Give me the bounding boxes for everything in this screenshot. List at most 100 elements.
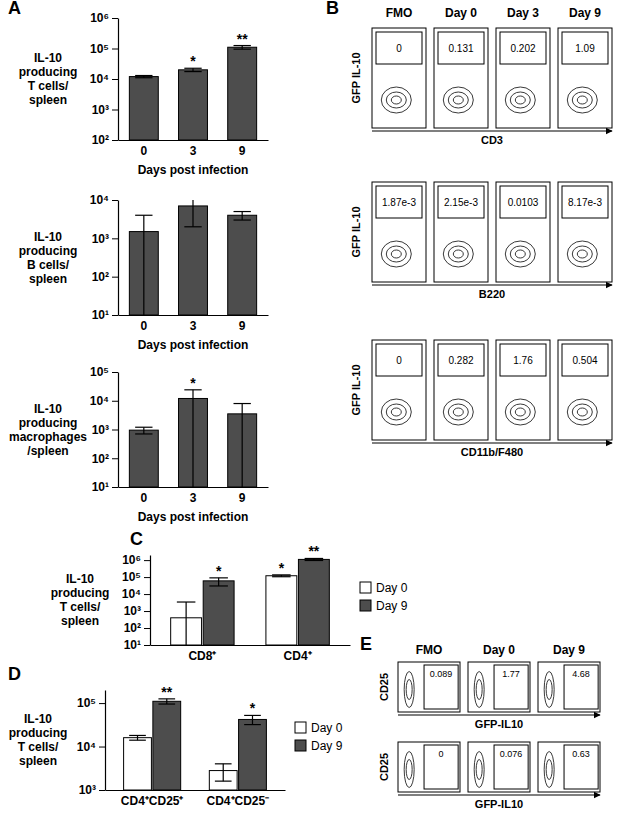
flow-plot: 2.15e-3 bbox=[434, 182, 488, 282]
flow-plot: 0 bbox=[398, 742, 460, 792]
gate-value: 0.0103 bbox=[508, 197, 539, 208]
error-cap bbox=[177, 601, 196, 602]
flow-plot: 0.202 bbox=[496, 28, 550, 128]
y-axis-title: producing bbox=[19, 416, 78, 430]
error-bar bbox=[215, 764, 232, 781]
axis-arrow bbox=[372, 284, 612, 285]
tick-mark bbox=[112, 79, 118, 80]
error-bar bbox=[135, 76, 152, 78]
tick-mark bbox=[144, 577, 150, 578]
y-tick: 10³ bbox=[92, 232, 118, 246]
x-tick: 0 bbox=[140, 140, 147, 158]
plot-area bbox=[171, 558, 330, 645]
contour bbox=[443, 87, 473, 113]
plot-frame bbox=[434, 28, 488, 128]
contour bbox=[386, 92, 406, 108]
tick-label: 3 bbox=[190, 319, 197, 333]
y-tick: 10⁵ bbox=[90, 365, 118, 379]
gate bbox=[500, 32, 546, 64]
y-tick: 10² bbox=[92, 133, 118, 147]
flow-plot: 1.77 bbox=[468, 662, 530, 712]
contour bbox=[567, 241, 597, 267]
error-stem bbox=[137, 735, 138, 740]
column-header: FMO bbox=[416, 643, 443, 657]
contour bbox=[544, 672, 554, 708]
flow-panel: FMODay 0Day 3Day 900.1310.2021.09GFP IL-… bbox=[350, 6, 612, 458]
tick-mark bbox=[112, 18, 118, 19]
contour bbox=[386, 404, 406, 420]
tick-label: 10⁴ bbox=[90, 72, 109, 86]
plot-frame bbox=[398, 662, 460, 712]
x-axis-title: B220 bbox=[479, 288, 505, 300]
error-stem bbox=[192, 390, 193, 487]
tick-label: CD8⁺ bbox=[188, 649, 216, 663]
y-tick: 10³ bbox=[92, 423, 118, 437]
plot-frame bbox=[398, 742, 460, 792]
x-axis-title: CD11b/F480 bbox=[461, 446, 523, 458]
y-tick: 10² bbox=[92, 452, 118, 466]
y-axis-title: /spleen bbox=[27, 444, 68, 458]
y-tick: 10¹ bbox=[124, 638, 150, 652]
error-cap bbox=[184, 71, 201, 72]
legend-label: Day 0 bbox=[376, 581, 408, 595]
y-tick: 10⁴ bbox=[90, 72, 118, 86]
y-axis: 10²10³10⁴10⁵10⁶ bbox=[90, 11, 119, 147]
contour bbox=[510, 92, 530, 108]
tick-label: 10² bbox=[92, 133, 109, 147]
legend-swatch bbox=[295, 740, 306, 751]
tick-label: 10² bbox=[92, 452, 109, 466]
legend: Day 0Day 9 bbox=[295, 721, 343, 753]
y-axis-title: GFP IL-10 bbox=[350, 52, 362, 103]
tick-label: 3 bbox=[190, 144, 197, 158]
x-tick: 3 bbox=[190, 315, 197, 333]
contour bbox=[453, 408, 463, 416]
y-axis-title: IL-10 bbox=[34, 402, 62, 416]
figure: ***10²10³10⁴10⁵10⁶039IL-10producingT cel… bbox=[0, 0, 621, 815]
tick-label: CD4⁺CD25⁻ bbox=[207, 794, 270, 808]
error-stem bbox=[242, 404, 243, 487]
gate-value: 0.076 bbox=[500, 749, 523, 759]
column-header: Day 0 bbox=[445, 6, 477, 20]
tick-label: 10⁴ bbox=[122, 587, 141, 601]
y-axis-title: IL-10 bbox=[66, 572, 94, 586]
tick-label: 10⁴ bbox=[90, 394, 109, 408]
error-bar bbox=[135, 215, 152, 315]
y-tick: 10³ bbox=[124, 604, 150, 618]
gate-value: 1.87e-3 bbox=[382, 197, 416, 208]
plot-frame bbox=[468, 662, 530, 712]
gate-value: 0.131 bbox=[448, 43, 473, 54]
error-cap bbox=[272, 576, 291, 577]
error-cap bbox=[305, 560, 324, 561]
y-axis-title: T cells/ bbox=[60, 600, 101, 614]
plot-frame bbox=[496, 182, 550, 282]
flow-plot: 0.076 bbox=[468, 742, 530, 792]
contour bbox=[381, 241, 411, 267]
contour bbox=[474, 752, 484, 788]
error-cap bbox=[234, 403, 251, 404]
contour bbox=[546, 760, 552, 780]
y-tick: 10⁶ bbox=[90, 11, 118, 25]
x-axis: 039 bbox=[119, 487, 269, 505]
x-axis: 039 bbox=[119, 315, 269, 333]
chart: ****10¹10²10³10⁴10⁵10⁶CD8⁺CD4⁺IL-10produ… bbox=[51, 543, 408, 665]
significance: * bbox=[216, 563, 222, 579]
bar bbox=[203, 581, 234, 645]
gate-value: 4.68 bbox=[572, 669, 590, 679]
y-tick: 10⁴ bbox=[90, 193, 118, 207]
plot-area bbox=[129, 390, 256, 487]
flow-panel: FMODay 0Day 90.0891.774.68CD25GFP-IL1000… bbox=[378, 643, 600, 810]
y-axis-title: producing bbox=[19, 244, 78, 258]
tick-label: 10⁵ bbox=[90, 42, 109, 56]
tick-mark bbox=[144, 560, 150, 561]
significance: ** bbox=[308, 543, 319, 559]
y-axis-title: spleen bbox=[29, 272, 67, 286]
legend-swatch bbox=[360, 600, 371, 611]
gate bbox=[564, 665, 598, 709]
plot-frame bbox=[538, 742, 600, 792]
y-tick: 10¹ bbox=[92, 308, 118, 322]
contour bbox=[544, 752, 554, 788]
axis-line bbox=[118, 201, 119, 316]
plot-frame bbox=[372, 28, 426, 128]
axis-line bbox=[119, 140, 269, 141]
x-tick: 3 bbox=[190, 487, 197, 505]
